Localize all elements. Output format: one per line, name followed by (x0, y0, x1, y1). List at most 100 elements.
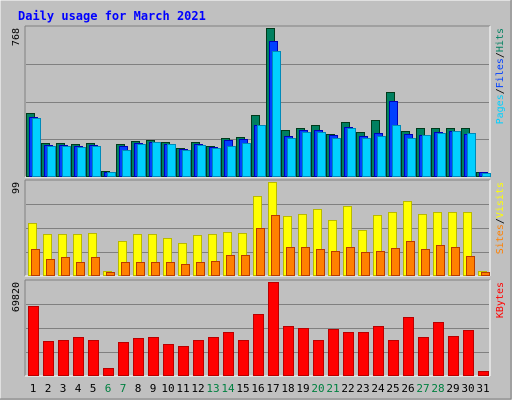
bar-sites-day-15 (241, 255, 250, 276)
bar-kbytes-day-11 (178, 346, 189, 376)
bar-kbytes-day-4 (73, 337, 84, 376)
bar-kbytes-day-5 (88, 340, 99, 376)
panel-legend: KBytes (495, 282, 506, 318)
bar-pages-day-19 (302, 132, 311, 177)
bar-kbytes-day-10 (163, 344, 174, 376)
bar-kbytes-day-3 (58, 340, 69, 376)
bar-pages-day-23 (362, 138, 371, 177)
day-label-27: 27 (416, 382, 429, 395)
scale-max-label: 768 (11, 28, 22, 46)
bar-sites-day-20 (316, 249, 325, 276)
bar-kbytes-day-20 (313, 340, 324, 376)
bar-kbytes-day-31 (478, 371, 489, 376)
day-label-6: 6 (105, 382, 112, 395)
bar-pages-day-30 (467, 133, 476, 177)
day-label-8: 8 (135, 382, 142, 395)
bar-kbytes-day-21 (328, 329, 339, 376)
bar-sites-day-9 (151, 262, 160, 276)
day-label-22: 22 (341, 382, 354, 395)
bar-sites-day-14 (226, 255, 235, 276)
bar-pages-day-5 (92, 146, 101, 177)
bar-pages-day-27 (422, 135, 431, 177)
bar-kbytes-day-18 (283, 326, 294, 376)
legend-files: Files (495, 58, 506, 88)
bar-pages-day-22 (347, 128, 356, 177)
bar-kbytes-day-8 (133, 338, 144, 376)
day-label-24: 24 (371, 382, 385, 395)
day-label-18: 18 (281, 382, 294, 395)
bar-sites-day-2 (46, 259, 55, 276)
day-label-2: 2 (45, 382, 52, 395)
bar-kbytes-day-30 (463, 330, 474, 376)
bar-sites-day-13 (211, 261, 220, 276)
bar-sites-day-11 (181, 264, 190, 276)
bar-kbytes-day-27 (418, 337, 429, 376)
bar-sites-day-19 (301, 247, 310, 276)
bar-sites-day-1 (31, 249, 40, 276)
bar-pages-day-24 (377, 136, 386, 177)
bar-kbytes-day-12 (193, 340, 204, 376)
bar-kbytes-day-1 (28, 306, 39, 376)
bar-pages-day-12 (197, 145, 206, 177)
bar-pages-day-3 (62, 146, 71, 177)
day-label-1: 1 (30, 382, 37, 395)
day-label-3: 3 (60, 382, 67, 395)
day-label-10: 10 (161, 382, 174, 395)
bar-pages-day-8 (137, 144, 146, 177)
day-labels: 1 2 3 4 5 6 7 8 9 10 11 12 13 14 15 16 17 18 19 20 21 22 23 24 2… (30, 382, 490, 395)
day-label-28: 28 (431, 382, 444, 395)
scale-max-label: 99 (11, 182, 22, 194)
legend-sites: Sites (495, 224, 506, 254)
bar-sites-day-4 (76, 262, 85, 276)
bar-pages-day-21 (332, 138, 341, 177)
bar-kbytes-day-14 (223, 332, 234, 376)
bar-sites-day-18 (286, 247, 295, 276)
bar-kbytes-day-13 (208, 337, 219, 376)
bar-sites-day-16 (256, 228, 265, 276)
bar-sites-day-31 (481, 272, 490, 276)
day-label-21: 21 (326, 382, 339, 395)
bar-sites-day-21 (331, 251, 340, 276)
day-label-26: 26 (401, 382, 414, 395)
legend-pages: Pages (495, 94, 506, 124)
bar-sites-day-25 (391, 248, 400, 276)
bar-kbytes-day-7 (118, 342, 129, 376)
bar-kbytes-day-16 (253, 314, 264, 376)
legend-kbytes: KBytes (495, 282, 506, 318)
day-label-4: 4 (75, 382, 82, 395)
bar-pages-day-26 (407, 138, 416, 177)
bar-kbytes-day-9 (148, 337, 159, 376)
bar-pages-day-7 (122, 150, 131, 177)
bar-pages-day-15 (242, 143, 251, 177)
legend-visits: Visits (495, 182, 506, 218)
day-label-19: 19 (296, 382, 309, 395)
bar-kbytes-day-6 (103, 368, 114, 376)
scale-max-label: 69820 (11, 282, 22, 312)
bar-sites-day-5 (91, 257, 100, 276)
chart-title: Daily usage for March 2021 (18, 9, 206, 23)
bar-kbytes-day-23 (358, 332, 369, 376)
bar-kbytes-day-15 (238, 340, 249, 376)
bar-kbytes-day-29 (448, 336, 459, 376)
bar-sites-day-10 (166, 262, 175, 276)
legend-separator: / (495, 52, 506, 58)
bar-pages-day-4 (77, 147, 86, 177)
bar-pages-day-11 (182, 150, 191, 177)
day-label-13: 13 (206, 382, 219, 395)
bar-pages-day-10 (167, 144, 176, 177)
bar-sites-day-22 (346, 247, 355, 276)
visits-sites-panel: 99 Sites/Visits (11, 179, 506, 277)
bar-sites-day-27 (421, 249, 430, 276)
bar-pages-day-2 (47, 146, 56, 177)
bar-sites-day-7 (121, 262, 130, 276)
legend-hits: Hits (495, 28, 506, 52)
bar-sites-day-30 (466, 256, 475, 276)
day-label-12: 12 (191, 382, 204, 395)
bar-sites-day-28 (436, 245, 445, 276)
panel-legend: Sites/Visits (495, 182, 506, 254)
bar-pages-day-29 (452, 131, 461, 177)
bar-kbytes-day-19 (298, 328, 309, 376)
bar-pages-day-28 (437, 133, 446, 177)
bar-pages-day-1 (32, 118, 41, 177)
